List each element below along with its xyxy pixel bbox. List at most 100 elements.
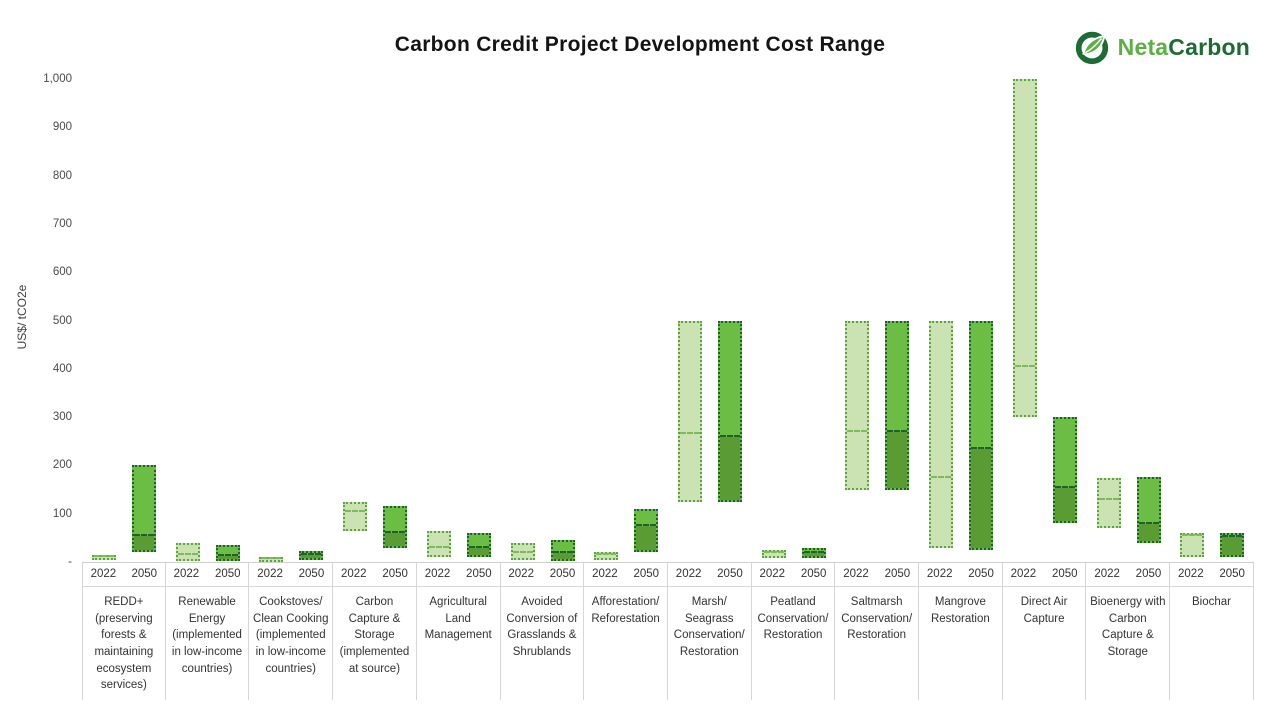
range-bar-2050 — [383, 506, 408, 548]
range-bar-2050 — [718, 320, 742, 502]
category-label: Afforestation/ Reforestation — [591, 596, 660, 625]
median-line — [1222, 534, 1243, 537]
logo-text-light: Neta — [1117, 33, 1169, 60]
year-label: 2050 — [466, 568, 492, 580]
y-tick-label: 300 — [52, 411, 72, 424]
median-line — [1182, 533, 1203, 536]
below-median-segment — [1138, 523, 1159, 541]
year-label: 2050 — [717, 568, 743, 580]
year-row: 2022 2050 — [83, 563, 165, 587]
year-row: 2022 2050 — [500, 563, 584, 587]
below-median-segment — [552, 552, 573, 559]
range-bar-2050 — [132, 465, 156, 553]
below-median-segment — [636, 526, 657, 551]
year-row: 2022 2050 — [333, 563, 416, 587]
year-label: 2050 — [298, 568, 325, 580]
median-line — [720, 434, 740, 437]
y-tick-label: 900 — [52, 121, 72, 134]
year-label: 2022 — [759, 568, 786, 580]
category-column: 2022 2050 Mangrove Restoration — [919, 563, 1003, 700]
category-column: 2022 2050 Cookstoves/ Clean Cooking (imple… — [249, 563, 334, 700]
year-label: 2050 — [382, 568, 408, 580]
category-column: 2022 2050 Biochar — [1170, 563, 1254, 700]
median-line — [94, 554, 114, 557]
below-median-segment — [1054, 487, 1075, 522]
year-row: 2022 2050 — [584, 563, 667, 587]
year-label: 2022 — [340, 568, 367, 580]
median-line — [428, 545, 449, 548]
y-tick-label: 200 — [52, 459, 72, 472]
range-bar-2050 — [885, 320, 910, 490]
year-row: 2022 2050 — [165, 563, 249, 587]
year-label: 2022 — [843, 568, 869, 580]
year-row: 2022 2050 — [919, 563, 1002, 587]
median-line — [1098, 497, 1119, 500]
range-bar-2022 — [92, 554, 116, 560]
category-label: Peatland Conservation/ Restoration — [757, 596, 829, 642]
y-tick-label: - — [68, 556, 72, 568]
year-label: 2022 — [257, 568, 283, 580]
year-row: 2022 2050 — [667, 563, 751, 587]
year-label: 2022 — [1010, 568, 1037, 580]
category-label: REDD+ (preserving forests & maintaining … — [94, 596, 154, 692]
range-bar-2050 — [1220, 533, 1245, 558]
median-line — [385, 531, 406, 534]
category-column: 2022 2050 Marsh/ Seagrass Conservation/ Re… — [667, 563, 752, 700]
category-column: 2022 2050 Peatland Conservation/ Restorati… — [751, 563, 836, 700]
median-line — [301, 553, 322, 556]
year-label: 2050 — [968, 568, 994, 580]
plot-area — [82, 79, 1254, 562]
median-line — [261, 557, 282, 560]
year-label: 2022 — [424, 568, 451, 580]
year-label: 2050 — [1219, 568, 1245, 580]
range-bar-2022 — [175, 542, 200, 562]
below-median-segment — [385, 533, 406, 546]
year-row: 2022 2050 — [1002, 563, 1086, 587]
netacarbon-leaf-icon — [1073, 28, 1111, 66]
y-tick-label: 600 — [52, 266, 72, 279]
median-line — [1054, 485, 1075, 488]
year-label: 2022 — [926, 568, 953, 580]
year-row: 2022 2050 — [1086, 563, 1170, 587]
year-label: 2050 — [884, 568, 911, 580]
median-line — [1014, 364, 1035, 367]
chart-title: Carbon Credit Project Development Cost R… — [394, 33, 886, 56]
median-line — [596, 553, 617, 556]
median-line — [680, 432, 700, 435]
category-label: Carbon Capture & Storage (implemented at… — [339, 596, 410, 675]
category-label: Avoided Conversion of Grasslands & Shrub… — [506, 596, 578, 659]
range-bar-2050 — [1136, 477, 1161, 543]
year-row: 2022 2050 — [249, 563, 333, 587]
median-line — [552, 550, 573, 553]
median-line — [636, 524, 657, 527]
median-line — [345, 509, 366, 512]
below-median-segment — [468, 547, 489, 556]
category-column: 2022 2050 Saltmarsh Conservation/ Restorat… — [835, 563, 920, 700]
median-line — [931, 475, 952, 478]
category-label: Agricultural Land Management — [424, 596, 492, 642]
range-bar-2022 — [845, 320, 870, 490]
below-median-segment — [134, 535, 154, 551]
below-median-segment — [301, 555, 322, 558]
y-tick-label: 800 — [52, 169, 72, 182]
year-label: 2050 — [1135, 568, 1162, 580]
below-median-segment — [803, 552, 824, 557]
range-bar-2022 — [594, 552, 619, 560]
category-label: Renewable Energy (implemented in low-inc… — [171, 596, 243, 675]
category-label: Bioenergy with Carbon Capture & Storage — [1090, 596, 1166, 659]
range-bar-2050 — [969, 320, 994, 550]
range-bar-2022 — [761, 549, 786, 559]
year-label: 2050 — [1051, 568, 1078, 580]
year-label: 2050 — [214, 568, 241, 580]
y-tick-label: 700 — [52, 217, 72, 230]
y-tick-label: 100 — [52, 507, 72, 520]
median-line — [468, 545, 489, 548]
range-bar-2022 — [1180, 533, 1205, 558]
range-bar-2022 — [1012, 79, 1037, 418]
below-median-segment — [971, 448, 992, 548]
category-column: 2022 2050 Avoided Conversion of Grasslands… — [500, 563, 585, 700]
y-tick-label: 500 — [52, 314, 72, 327]
median-line — [512, 550, 533, 553]
year-row: 2022 2050 — [1170, 563, 1253, 587]
year-label: 2050 — [549, 568, 576, 580]
